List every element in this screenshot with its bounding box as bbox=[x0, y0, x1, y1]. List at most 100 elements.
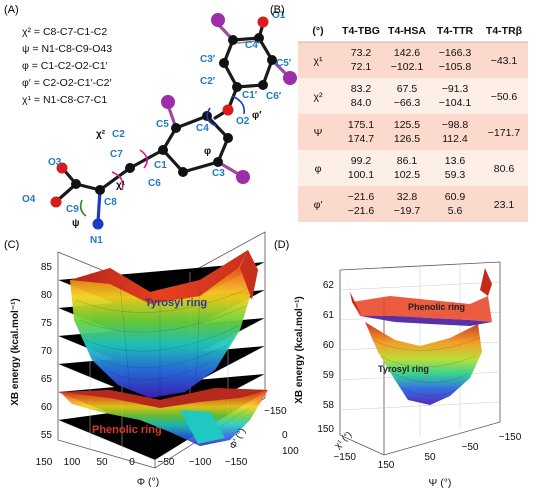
atom-c2p bbox=[219, 58, 229, 68]
ytick-c-2: 75 bbox=[41, 318, 53, 329]
table-cell-3-1-1: 102.5 bbox=[394, 169, 420, 181]
table-row-name-1: χ² bbox=[313, 91, 323, 103]
xtick-c-0: 150 bbox=[36, 457, 53, 468]
label-phenolic-ring-c: Phenolic ring bbox=[92, 424, 162, 436]
xlabel-d: Ψ (°) bbox=[429, 477, 452, 489]
table-row bbox=[298, 42, 528, 78]
table-cell-4-2-0: 60.9 bbox=[445, 191, 466, 203]
plot-d-frame bbox=[339, 261, 501, 456]
table-cell-trb-3: 80.6 bbox=[494, 163, 515, 175]
atom-c3 bbox=[223, 133, 233, 143]
atom-c4p bbox=[254, 33, 264, 43]
table-cell-3-2-1: 59.3 bbox=[445, 169, 466, 181]
ytick-d-2: 60 bbox=[323, 340, 335, 351]
atom-c8 bbox=[95, 185, 105, 195]
surface-tyrosyl-d bbox=[365, 322, 482, 405]
table-row bbox=[298, 78, 528, 114]
atom-label-c1p: C1′ bbox=[242, 90, 258, 101]
panel-d-label: (D) bbox=[274, 239, 289, 251]
table-cell-0-2-0: −166.3 bbox=[439, 47, 472, 59]
atom-label-c8: C8 bbox=[104, 197, 117, 208]
xtick-d-2: −50 bbox=[462, 442, 479, 453]
dihedral-table: (°) T4-TBG T4-HSA T4-TTR T4-TRβ χ¹ 73.2 72.1 142… bbox=[298, 25, 528, 222]
plot-c-yticks: 85 80 75 70 65 60 55 bbox=[41, 262, 53, 441]
atom-c6p bbox=[258, 80, 268, 90]
angle-label-phi-prime: φ′ bbox=[252, 110, 262, 121]
equation-phi: φ = C1-C2-O2-C1′ bbox=[22, 60, 108, 72]
ztick-d-0: 150 bbox=[317, 424, 334, 435]
equation-phi-prime: φ′ = C2-O2-C1′-C2′ bbox=[22, 77, 111, 89]
table-cell-1-2-0: −91.3 bbox=[442, 83, 469, 95]
atom-n1 bbox=[92, 218, 104, 230]
panel-b: (B) (°) T4-TBG T4-HSA T4-TTR T4-TRβ χ¹ 73.2 72.… bbox=[270, 4, 528, 222]
table-cell-3-0-1: 100.1 bbox=[348, 169, 374, 181]
table-row bbox=[298, 186, 528, 222]
atom-o4 bbox=[50, 196, 62, 208]
surface-phenolic bbox=[60, 388, 268, 446]
atom-o2 bbox=[222, 104, 234, 116]
table-cell-0-1-1: −102.1 bbox=[391, 61, 424, 73]
panel-d: (D) Phenolic ring Tyrosyl ring bbox=[274, 239, 522, 489]
table-cell-1-1-0: 67.5 bbox=[397, 83, 418, 95]
xtick-c-1: 100 bbox=[64, 457, 81, 468]
atom-c5 bbox=[171, 123, 181, 133]
table-header-3: T4-TTR bbox=[437, 25, 474, 37]
table-cell-0-0-0: 73.2 bbox=[351, 47, 372, 59]
atom-label-n1: N1 bbox=[90, 235, 103, 246]
atom-label-c9: C9 bbox=[66, 204, 79, 215]
atom-o1 bbox=[257, 16, 269, 28]
surface-phenolic-d bbox=[345, 268, 492, 326]
label-tyrosyl-ring-c: Tyrosyl ring bbox=[145, 297, 207, 309]
ztick-c-0: −150 bbox=[264, 406, 287, 417]
atom-c1p bbox=[232, 82, 242, 92]
xlabel-c: Φ (°) bbox=[137, 476, 160, 488]
atom-label-o2: O2 bbox=[236, 116, 250, 127]
atom-labels: O1 C4′ C3′ C5′ C2′ C6′ C1′ O2 C5 C4 C2 C… bbox=[22, 10, 292, 246]
atom-i-5p bbox=[283, 71, 297, 85]
ztick-c-1: 0 bbox=[282, 430, 288, 441]
ytick-c-0: 85 bbox=[41, 262, 53, 273]
plot-c-xticks: 150 100 50 0 −50 −100 −150 bbox=[36, 457, 248, 468]
table-header-4: T4-TRβ bbox=[486, 25, 523, 37]
atom-i-5 bbox=[161, 95, 175, 109]
table-cell-4-1-1: −19.7 bbox=[394, 205, 421, 217]
ytick-c-5: 60 bbox=[41, 402, 53, 413]
xtick-c-5: −100 bbox=[189, 457, 212, 468]
table-cell-4-1-0: 32.8 bbox=[397, 191, 418, 203]
plot-d-yticks: 62 61 60 59 58 bbox=[323, 280, 335, 411]
angle-label-phi: φ bbox=[204, 146, 211, 157]
panel-a: (A) χ² = C8-C7-C1-C2 ψ = N1-C8-C9-O43 φ … bbox=[4, 4, 297, 246]
table-cell-3-2-0: 13.6 bbox=[445, 155, 466, 167]
atom-c9 bbox=[71, 179, 81, 189]
atom-label-c4: C4 bbox=[196, 123, 209, 134]
label-phenolic-ring-d: Phenolic ring bbox=[408, 302, 465, 312]
xtick-c-4: −50 bbox=[158, 457, 175, 468]
ztick-c-2: 100 bbox=[282, 446, 299, 457]
atom-label-o3: O3 bbox=[48, 157, 62, 168]
plot-c-zticks: −150 0 100 bbox=[264, 406, 299, 457]
atom-label-o1: O1 bbox=[272, 10, 286, 21]
atom-label-c5p: C5′ bbox=[276, 58, 292, 69]
atom-label-c6p: C6′ bbox=[266, 91, 282, 102]
ylabel-c: XB energy (kcal.mol⁻¹) bbox=[10, 298, 21, 406]
atom-o3 bbox=[56, 162, 68, 174]
table-cell-0-0-1: 72.1 bbox=[351, 61, 372, 73]
angle-labels: χ² χ¹ ψ φ φ′ bbox=[72, 110, 262, 229]
atom-i-3p bbox=[211, 13, 225, 27]
table-cell-2-1-1: 126.5 bbox=[394, 133, 420, 145]
table-cell-2-0-1: 174.7 bbox=[348, 133, 374, 145]
table-header-1: T4-TBG bbox=[342, 25, 380, 37]
table-row bbox=[298, 150, 528, 186]
surface-tyrosyl bbox=[70, 250, 258, 398]
atom-c6 bbox=[178, 167, 188, 177]
angle-label-chi1: χ¹ bbox=[116, 180, 126, 191]
table-row-name-0: χ¹ bbox=[313, 55, 323, 67]
molecule-atoms bbox=[50, 13, 297, 230]
ytick-d-3: 59 bbox=[323, 370, 335, 381]
atom-label-o4: O4 bbox=[22, 194, 36, 205]
panel-c: (C) T bbox=[4, 231, 299, 488]
atom-label-c5: C5 bbox=[156, 119, 169, 130]
equation-list: χ² = C8-C7-C1-C2 ψ = N1-C8-C9-O43 φ = C1… bbox=[22, 26, 112, 106]
ytick-d-1: 61 bbox=[323, 310, 335, 321]
